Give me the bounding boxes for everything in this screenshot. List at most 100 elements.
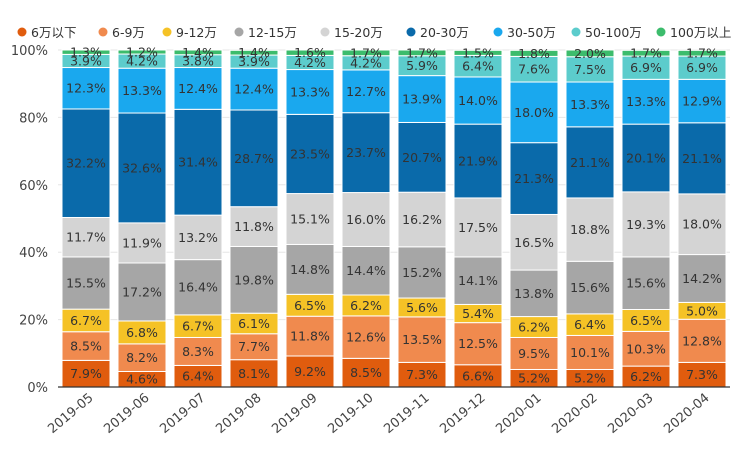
bar-segment bbox=[341, 49, 391, 57]
data-label: 13.2% bbox=[178, 230, 218, 245]
data-label: 5.4% bbox=[462, 306, 494, 321]
data-label: 8.3% bbox=[182, 344, 214, 359]
x-tick-label: 2019-09 bbox=[269, 391, 320, 437]
data-label: 1.4% bbox=[182, 45, 214, 60]
data-label: 6.4% bbox=[574, 317, 606, 332]
data-label: 21.3% bbox=[514, 171, 554, 186]
data-label: 1.4% bbox=[238, 45, 270, 60]
bar-stack: 4.6% 8.2% 6.8% 17.2% 11.9% 32.6% 13.3% 4.2%1.2% bbox=[117, 45, 167, 388]
x-tick-label: 2019-07 bbox=[157, 391, 208, 437]
data-label: 1.2% bbox=[126, 45, 158, 60]
bar-segment bbox=[509, 213, 559, 271]
data-label: 17.2% bbox=[122, 284, 162, 299]
data-label: 8.5% bbox=[350, 365, 382, 380]
bar-segment bbox=[453, 49, 503, 56]
data-label: 12.7% bbox=[346, 84, 386, 99]
bar-segment bbox=[453, 256, 503, 305]
bar-stack: 7.3% 12.8% 5.0% 14.2% 18.0% 21.1% 12.9% 6.9%1.7… bbox=[677, 46, 727, 388]
legend-item: 100万以上 bbox=[656, 25, 731, 40]
data-label: 6.7% bbox=[70, 313, 102, 328]
data-label: 4.6% bbox=[126, 372, 158, 387]
bar-segment bbox=[621, 330, 671, 367]
data-label: 3.9% bbox=[238, 54, 270, 69]
bar-stack: 6.6% 12.5% 5.4% 14.1% 17.5% 21.9% 14.0% 6.4%1.5… bbox=[453, 45, 503, 388]
data-label: 12.5% bbox=[458, 336, 498, 351]
x-tick-label: 2020-02 bbox=[549, 391, 600, 437]
data-label: 19.8% bbox=[234, 272, 274, 287]
bar-segment bbox=[565, 334, 615, 370]
data-label: 1.7% bbox=[686, 46, 718, 61]
bar-segment bbox=[453, 322, 503, 366]
bar-segment bbox=[509, 55, 559, 83]
data-label: 8.2% bbox=[126, 350, 158, 365]
data-label: 14.4% bbox=[346, 263, 386, 278]
data-label: 16.0% bbox=[346, 212, 386, 227]
data-label: 13.3% bbox=[290, 84, 330, 99]
bar-stack: 5.2% 9.5% 6.2% 13.8% 16.5% 21.3% 18.0% 7.6%1.8% bbox=[509, 46, 559, 388]
data-label: 19.3% bbox=[626, 217, 666, 232]
bar-segment bbox=[61, 256, 111, 310]
bar-segment bbox=[117, 222, 167, 264]
bar-segment bbox=[565, 49, 615, 58]
y-tick-label: 0% bbox=[27, 381, 48, 396]
data-label: 11.9% bbox=[122, 235, 162, 250]
data-label: 7.6% bbox=[518, 62, 550, 77]
bar-segment bbox=[229, 245, 279, 314]
bar-segment bbox=[677, 318, 727, 363]
legend-marker bbox=[571, 27, 581, 37]
data-label: 1.3% bbox=[70, 45, 102, 60]
data-label: 13.3% bbox=[626, 94, 666, 109]
legend-item: 30-50万 bbox=[493, 25, 556, 40]
bar-segment bbox=[677, 122, 727, 195]
x-tick-label: 2019-12 bbox=[437, 391, 488, 437]
bar-segment bbox=[509, 269, 559, 318]
bar-stack: 9.2% 11.8% 6.5% 14.8% 15.1% 23.5% 13.3% 4.2%1.6… bbox=[285, 45, 335, 388]
x-tick-label: 2019-10 bbox=[325, 391, 376, 437]
bar-segment bbox=[565, 81, 615, 128]
data-label: 10.3% bbox=[626, 341, 666, 356]
data-label: 12.3% bbox=[66, 81, 106, 96]
bar-segment bbox=[117, 49, 167, 55]
data-label: 6.7% bbox=[182, 319, 214, 334]
bar-segment bbox=[229, 206, 279, 247]
data-label: 1.7% bbox=[630, 46, 662, 61]
legend-item: 6万以下 bbox=[17, 25, 76, 40]
y-axis: 0% 20% 40% 60% 80% 100% bbox=[11, 44, 730, 396]
legend-marker bbox=[98, 27, 108, 37]
bar-stack: 6.4% 8.3% 6.7% 16.4% 13.2% 31.4% 12.4% 3.8%1.4% bbox=[173, 45, 223, 388]
data-label: 18.0% bbox=[514, 105, 554, 120]
y-tick-label: 20% bbox=[19, 314, 48, 329]
data-label: 6.9% bbox=[686, 60, 718, 75]
bar-segment bbox=[173, 49, 223, 56]
data-label: 32.2% bbox=[66, 156, 106, 171]
data-label: 7.9% bbox=[70, 366, 102, 381]
legend-item: 50-100万 bbox=[571, 25, 642, 40]
legend-item: 15-20万 bbox=[320, 25, 383, 40]
bar-segment bbox=[509, 336, 559, 370]
data-label: 5.9% bbox=[406, 58, 438, 73]
data-label: 15.6% bbox=[570, 280, 610, 295]
data-label: 1.7% bbox=[350, 45, 382, 60]
bar-segment bbox=[285, 193, 335, 245]
data-label: 6.2% bbox=[350, 298, 382, 313]
bar-segment bbox=[173, 214, 223, 261]
data-label: 6.2% bbox=[518, 320, 550, 335]
data-label: 9.2% bbox=[294, 364, 326, 379]
legend-label: 100万以上 bbox=[670, 25, 731, 40]
bar-segment bbox=[565, 126, 615, 199]
legend-marker bbox=[162, 27, 172, 37]
bar-stack: 7.3% 13.5% 5.6% 15.2% 16.2% 20.7% 13.9% 5.9%1.7… bbox=[397, 45, 447, 388]
bar-segment bbox=[565, 56, 615, 83]
bar-segment bbox=[621, 191, 671, 258]
data-label: 3.9% bbox=[70, 53, 102, 68]
bar-segment bbox=[229, 49, 279, 56]
legend-label: 15-20万 bbox=[334, 25, 383, 40]
data-label: 1.8% bbox=[518, 46, 550, 61]
data-label: 15.1% bbox=[290, 212, 330, 227]
data-label: 6.4% bbox=[182, 369, 214, 384]
bar-segment bbox=[61, 359, 111, 388]
legend-label: 9-12万 bbox=[176, 25, 217, 40]
legend-item: 12-15万 bbox=[234, 25, 297, 40]
legend-marker bbox=[406, 27, 416, 37]
